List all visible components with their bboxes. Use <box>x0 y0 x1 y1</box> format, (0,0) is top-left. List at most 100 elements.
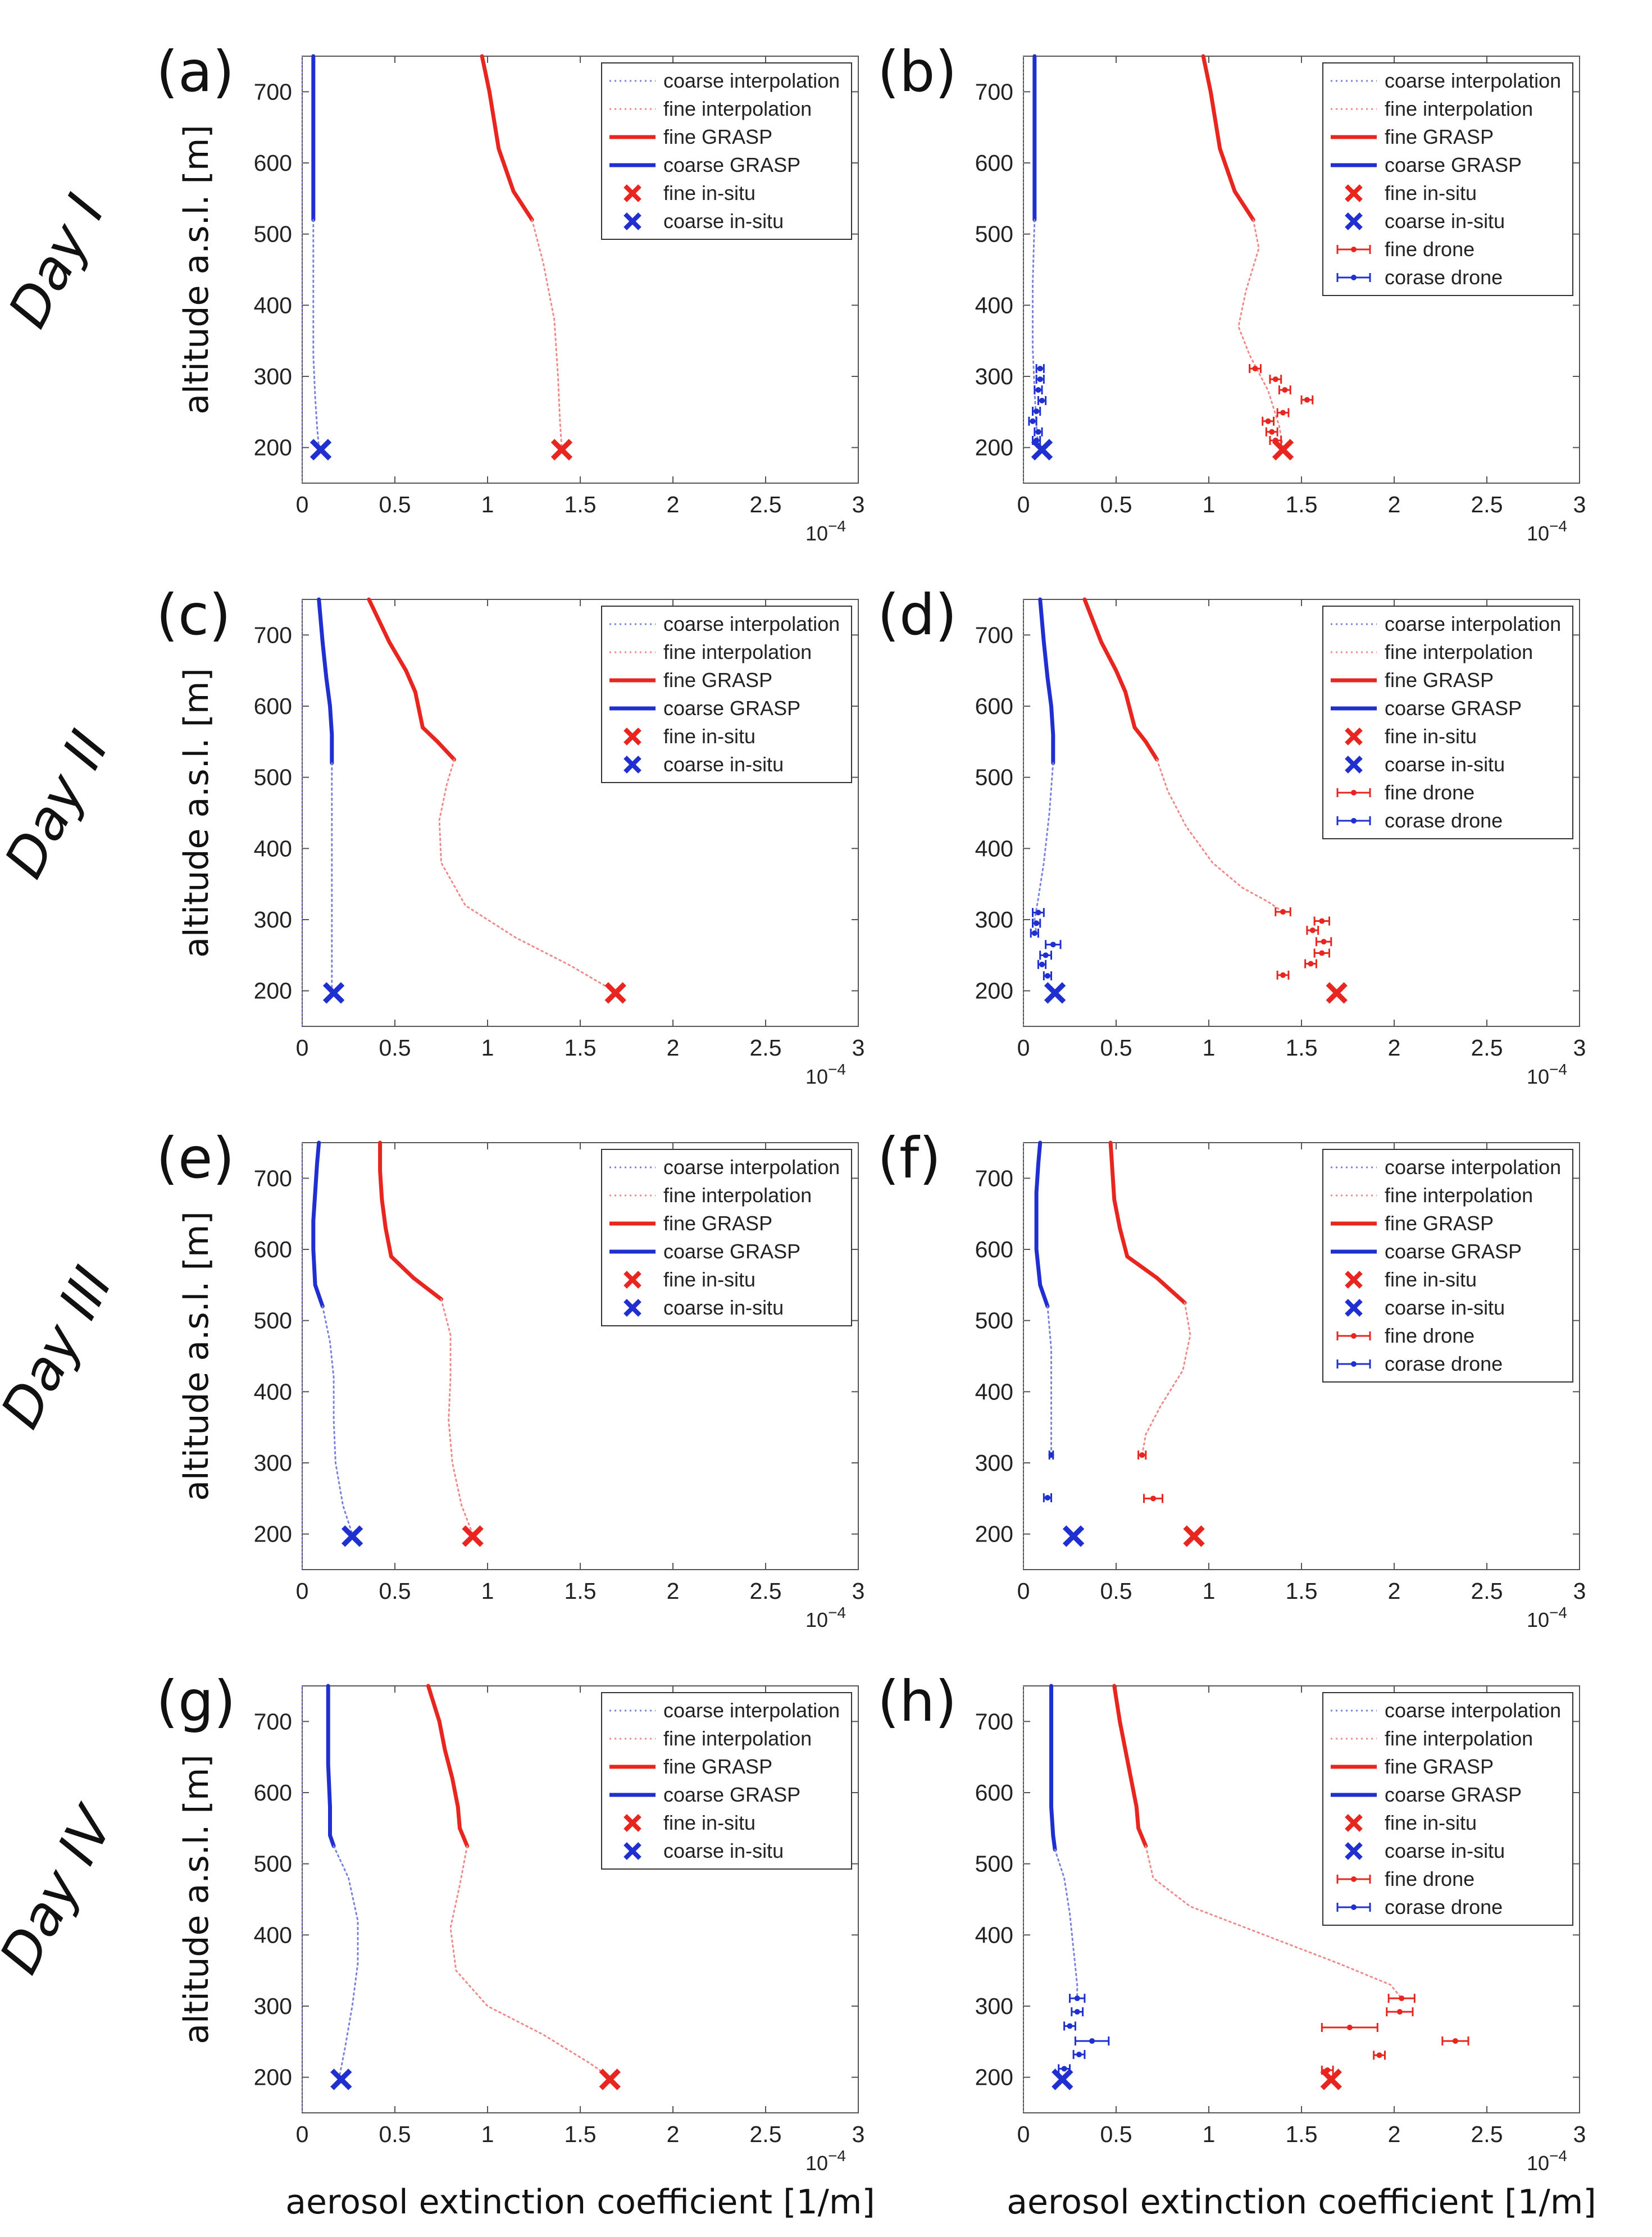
legend-label: corase drone <box>1385 1895 1503 1918</box>
legend-swatch <box>624 1814 641 1832</box>
legend-swatch <box>1345 1299 1363 1317</box>
x-tick-label: 2 <box>1388 2121 1401 2147</box>
series-coarse-GRASP <box>311 1140 325 1308</box>
x-tick-label: 0.5 <box>1100 1035 1132 1061</box>
coarse-drone-point <box>1039 961 1045 967</box>
legend-label: coarse interpolation <box>663 612 840 635</box>
legend-label: coarse GRASP <box>663 153 800 176</box>
legend-swatch <box>624 184 641 202</box>
legend-item: fine in-situ <box>624 725 756 748</box>
coarse-drone-point <box>1044 1495 1050 1501</box>
legend-label: coarse in-situ <box>1385 753 1505 776</box>
marker-stroke <box>1320 2068 1342 2090</box>
x-exponent-power: −4 <box>1549 517 1567 535</box>
x-tick-label: 2 <box>667 1578 680 1604</box>
y-tick-label: 300 <box>254 363 292 389</box>
x-tick-label: 0 <box>296 1035 309 1061</box>
y-tick-label: 500 <box>975 221 1013 247</box>
legend: coarse interpolation fine interpolation fi… <box>601 606 852 783</box>
legend-item: coarse GRASP <box>1331 1240 1522 1263</box>
y-tick-label: 200 <box>254 1521 292 1547</box>
legend-item: coarse GRASP <box>609 1240 800 1263</box>
x-tick-label: 3 <box>852 492 865 517</box>
legend-label: fine interpolation <box>663 640 812 663</box>
legend-label: coarse GRASP <box>663 1783 800 1806</box>
x-tick-label: 2.5 <box>750 1035 782 1061</box>
fine-drone-point <box>1139 1452 1145 1458</box>
fine-in-situ-marker <box>1272 439 1294 461</box>
legend: coarse interpolation fine interpolation fi… <box>601 1149 852 1326</box>
legend-item: corase drone <box>1336 1352 1503 1375</box>
legend-label: fine in-situ <box>1385 181 1477 204</box>
panel-e: 0 0.5 1 1.5 2 2.5 310−4 200 300 400 500 600 700 (e) co… <box>156 1125 864 1631</box>
y-axis-label: altitude a.s.l. [m] <box>177 1754 216 2044</box>
x-tick-label: 2.5 <box>750 1578 782 1604</box>
fine-drone-point <box>1252 366 1258 372</box>
legend-label: fine drone <box>1385 1867 1474 1890</box>
series-fine-interpolation <box>449 1845 611 2079</box>
panel-c: 0 0.5 1 1.5 2 2.5 310−4 200 300 400 500 600 700 (c) co… <box>156 582 864 1088</box>
fine-in-situ-marker <box>1320 2068 1342 2090</box>
legend-label: fine drone <box>1385 238 1474 261</box>
legend-item: fine GRASP <box>1331 1755 1494 1778</box>
x-exponent-power: −4 <box>828 1604 846 1621</box>
coarse-drone-point <box>1034 408 1040 415</box>
legend-label: coarse in-situ <box>663 1296 784 1319</box>
y-tick-label: 400 <box>254 1922 292 1948</box>
coarse-drone-point <box>1043 952 1049 958</box>
row-labels-group: Day I Day II Day III Day IV <box>0 185 128 1984</box>
legend-item: coarse in-situ <box>1345 210 1505 233</box>
x-tick-label: 0 <box>296 492 309 517</box>
legend-swatch <box>1345 1271 1363 1289</box>
legend-swatch <box>1345 1842 1363 1860</box>
panel-g: 0 0.5 1 1.5 2 2.5 310−4 200 300 400 500 600 700 (g) co… <box>156 1668 864 2175</box>
fine-drone-point <box>1280 972 1286 978</box>
fine-in-situ-marker <box>604 982 626 1004</box>
panel-b: 0 0.5 1 1.5 2 2.5 310−4 200 300 400 500 600 700 (b) co… <box>877 39 1586 545</box>
legend: coarse interpolation fine interpolation fi… <box>1322 1149 1573 1383</box>
legend-label: coarse in-situ <box>663 1839 784 1862</box>
coarse-drone-point <box>1030 418 1036 424</box>
coarse-in-situ-marker <box>1044 982 1066 1004</box>
legend-swatch <box>624 212 641 230</box>
legend-label: fine GRASP <box>1385 125 1494 148</box>
y-tick-label: 500 <box>975 765 1013 790</box>
legend-item: fine drone <box>1336 781 1474 804</box>
legend-label: fine interpolation <box>663 1727 812 1750</box>
legend-label: coarse interpolation <box>1385 1699 1561 1722</box>
fine-drone-point <box>1452 2038 1458 2044</box>
legend-item: fine GRASP <box>609 1755 772 1778</box>
coarse-drone-point <box>1050 942 1056 948</box>
coarse-drone-point <box>1074 1995 1080 2002</box>
fine-drone-point <box>1280 410 1286 416</box>
legend-label: fine interpolation <box>663 1184 812 1207</box>
fine-drone-point <box>1399 1995 1405 2002</box>
marker-stroke <box>330 2068 352 2090</box>
legend-item: coarse GRASP <box>609 697 800 720</box>
legend-label: coarse in-situ <box>1385 210 1505 233</box>
legend-label: fine GRASP <box>663 1212 772 1235</box>
y-tick-label: 400 <box>975 292 1013 318</box>
y-tick-label: 500 <box>254 221 292 247</box>
series-fine-interpolation <box>1141 1302 1191 1456</box>
x-exponent-label: 10−4 <box>805 1604 846 1631</box>
coarse-drone-point <box>1037 376 1043 383</box>
y-tick-label: 300 <box>975 363 1013 389</box>
x-tick-label: 1 <box>1203 2121 1216 2147</box>
panel-letter: (e) <box>156 1125 235 1191</box>
x-tick-label: 3 <box>1573 492 1586 517</box>
legend-label: coarse interpolation <box>663 1156 840 1179</box>
row-label: Day III <box>0 1257 125 1438</box>
x-tick-label: 3 <box>1573 1578 1586 1604</box>
legend-label: fine drone <box>1385 1324 1474 1347</box>
legend-label: coarse GRASP <box>663 1240 800 1263</box>
panel-h: 0 0.5 1 1.5 2 2.5 310−4 200 300 400 500 600 700 (h) co… <box>877 1668 1586 2175</box>
legend-item: fine GRASP <box>1331 669 1494 692</box>
y-tick-label: 400 <box>254 1379 292 1404</box>
fine-drone-point <box>1319 950 1325 956</box>
legend-item: coarse GRASP <box>1331 153 1522 176</box>
legend-label: coarse GRASP <box>1385 1783 1522 1806</box>
x-exponent-power: −4 <box>828 2147 846 2165</box>
legend: coarse interpolation fine interpolation fi… <box>601 1692 852 1870</box>
